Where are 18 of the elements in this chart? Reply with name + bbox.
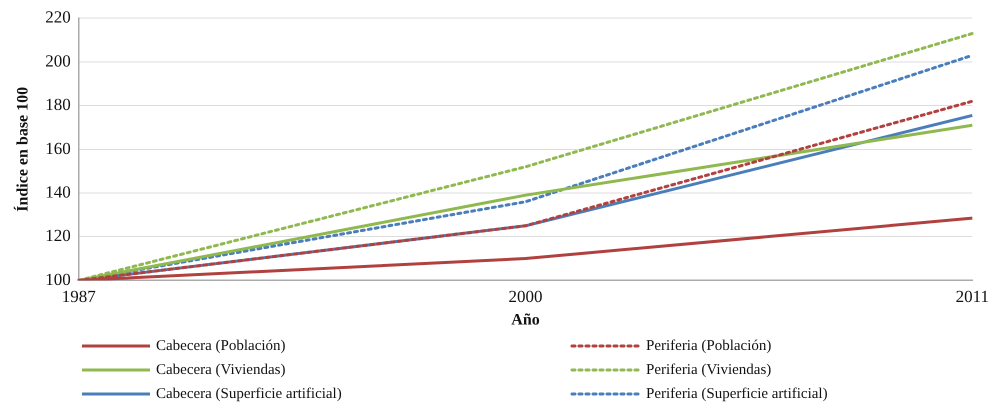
y-tick-label: 220	[45, 8, 71, 27]
y-tick-label: 100	[45, 270, 71, 289]
y-tick-label: 140	[45, 182, 71, 202]
y-tick-label: 120	[45, 226, 71, 246]
legend-label: Cabecera (Viviendas)	[156, 362, 286, 378]
legend-label: Cabecera (Población)	[156, 338, 286, 354]
x-tick-label: 2011	[956, 287, 990, 306]
y-axis-title: Índice en base 100	[14, 86, 32, 212]
legend-label: Cabecera (Superficie artificial)	[156, 386, 342, 402]
x-axis-title: Año	[511, 312, 540, 329]
legend-label: Periferia (Población)	[646, 338, 772, 354]
y-tick-label: 160	[45, 138, 71, 158]
y-tick-label: 180	[45, 95, 71, 114]
y-tick-label: 200	[45, 51, 71, 70]
legend-label: Periferia (Superficie artificial)	[646, 386, 828, 402]
x-tick-label: 1987	[62, 287, 96, 306]
x-tick-label: 2000	[508, 287, 543, 306]
legend-label: Periferia (Viviendas)	[646, 362, 772, 378]
